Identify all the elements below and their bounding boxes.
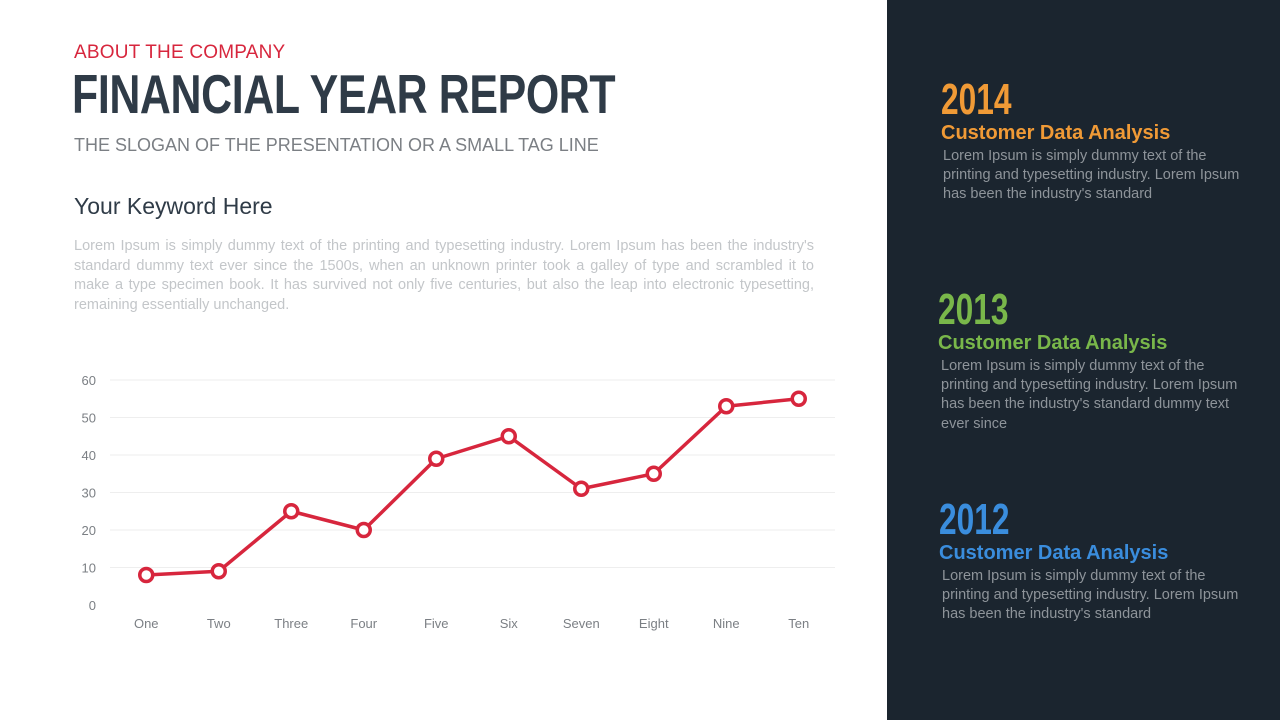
data-point bbox=[573, 480, 590, 497]
data-point bbox=[283, 503, 300, 520]
timeline-entry-2012: 2012 Customer Data Analysis Lorem Ipsum … bbox=[939, 496, 1259, 625]
timeline-text: Lorem Ipsum is simply dummy text of the … bbox=[941, 358, 1238, 432]
y-tick-label: 40 bbox=[82, 448, 96, 463]
content-panel: ABOUT THE COMPANY FINANCIAL YEAR REPORT … bbox=[72, 42, 835, 631]
series-layer bbox=[146, 397, 799, 577]
timeline-entry-2013: 2013 Customer Data Analysis Lorem Ipsum … bbox=[938, 286, 1258, 434]
x-tick-label: Eight bbox=[639, 616, 669, 631]
timeline-year: 2014 bbox=[941, 75, 1012, 124]
y-axis-ticks: 0 10 20 30 40 50 60 bbox=[82, 373, 96, 613]
timeline-text: Lorem Ipsum is simply dummy text of the … bbox=[943, 148, 1240, 203]
line-chart: 0 10 20 30 40 50 60 One Two Three Four Five Six Seve… bbox=[82, 373, 835, 631]
data-point bbox=[138, 566, 155, 584]
x-tick-label: Two bbox=[207, 616, 231, 631]
y-tick-label: 60 bbox=[82, 373, 96, 388]
x-tick-label: Six bbox=[500, 616, 519, 631]
series-line bbox=[146, 397, 799, 577]
body-paragraph: Lorem Ipsum is simply dummy text of the … bbox=[74, 238, 814, 313]
y-tick-label: 30 bbox=[82, 486, 96, 501]
x-tick-label: One bbox=[134, 616, 159, 631]
page-title: FINANCIAL YEAR REPORT bbox=[72, 63, 616, 125]
data-point bbox=[210, 563, 227, 580]
timeline-panel: 2014 Customer Data Analysis Lorem Ipsum … bbox=[887, 0, 1280, 720]
data-point bbox=[645, 465, 662, 482]
timeline-entry-2014: 2014 Customer Data Analysis Lorem Ipsum … bbox=[941, 76, 1261, 205]
data-point bbox=[790, 390, 807, 407]
timeline-heading: Customer Data Analysis bbox=[938, 332, 1168, 354]
timeline-heading: Customer Data Analysis bbox=[939, 542, 1169, 564]
data-point bbox=[428, 450, 445, 467]
y-tick-label: 10 bbox=[82, 561, 96, 576]
keyword-heading: Your Keyword Here bbox=[74, 193, 273, 219]
x-tick-label: Seven bbox=[563, 616, 600, 631]
y-tick-label: 20 bbox=[82, 523, 96, 538]
kicker-label: ABOUT THE COMPANY bbox=[74, 42, 286, 63]
x-tick-label: Ten bbox=[788, 616, 809, 631]
x-axis-ticks: One Two Three Four Five Six Seven Eight Nine Ten bbox=[134, 616, 809, 631]
data-point bbox=[355, 521, 372, 539]
timeline-heading: Customer Data Analysis bbox=[941, 122, 1171, 144]
y-tick-label: 50 bbox=[82, 411, 96, 426]
point-layer bbox=[138, 390, 807, 584]
data-point bbox=[718, 398, 735, 415]
timeline-text: Lorem Ipsum is simply dummy text of the … bbox=[942, 568, 1239, 623]
chart-grid bbox=[110, 379, 835, 568]
x-tick-label: Five bbox=[424, 616, 449, 631]
tagline: THE SLOGAN OF THE PRESENTATION OR A SMAL… bbox=[74, 135, 599, 155]
x-tick-label: Four bbox=[350, 616, 377, 631]
timeline-year: 2012 bbox=[939, 495, 1010, 544]
y-tick-label: 0 bbox=[89, 598, 96, 613]
x-tick-label: Three bbox=[274, 616, 308, 631]
data-point bbox=[500, 428, 517, 445]
timeline-year: 2013 bbox=[938, 285, 1009, 334]
x-tick-label: Nine bbox=[713, 616, 740, 631]
